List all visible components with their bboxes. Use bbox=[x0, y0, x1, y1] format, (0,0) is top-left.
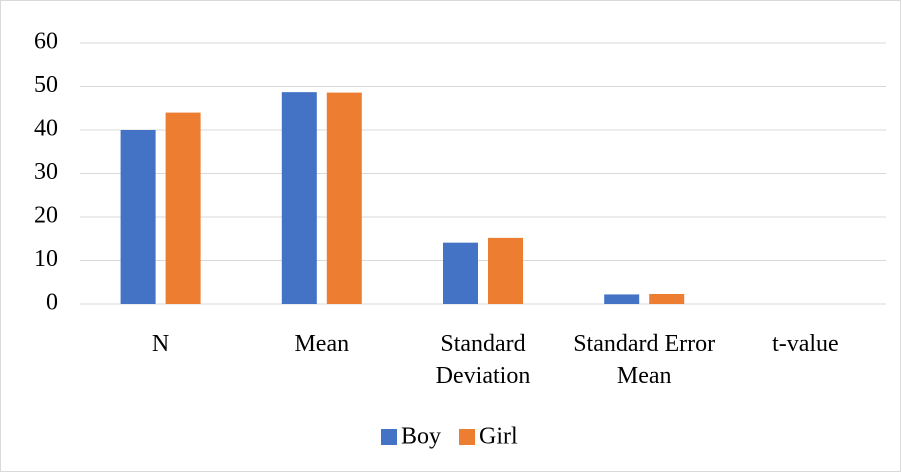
y-tick-label: 50 bbox=[34, 72, 58, 98]
legend-label: Girl bbox=[479, 424, 518, 450]
bar bbox=[443, 242, 478, 304]
bar bbox=[281, 92, 317, 304]
x-tick-label: N bbox=[151, 331, 170, 357]
bar bbox=[488, 237, 523, 304]
y-tick-label: 10 bbox=[34, 246, 58, 272]
x-tick-label: Standard Deviation bbox=[435, 331, 531, 389]
bar bbox=[326, 92, 362, 304]
bar bbox=[165, 112, 201, 304]
x-tick-label: Standard Error Mean bbox=[573, 331, 716, 389]
y-tick-label: 40 bbox=[34, 116, 58, 142]
bar bbox=[649, 293, 685, 304]
y-tick-label: 20 bbox=[34, 203, 58, 229]
bar bbox=[120, 130, 156, 304]
x-tick-label: Mean bbox=[294, 331, 350, 357]
bar bbox=[604, 294, 640, 304]
legend-swatch bbox=[381, 429, 397, 445]
legend-swatch bbox=[459, 429, 476, 445]
y-tick-label: 60 bbox=[34, 29, 58, 55]
x-tick-label: t-value bbox=[772, 331, 839, 357]
y-tick-label: 30 bbox=[34, 159, 58, 185]
legend-label: Boy bbox=[401, 424, 441, 450]
y-tick-label: 0 bbox=[46, 290, 58, 316]
